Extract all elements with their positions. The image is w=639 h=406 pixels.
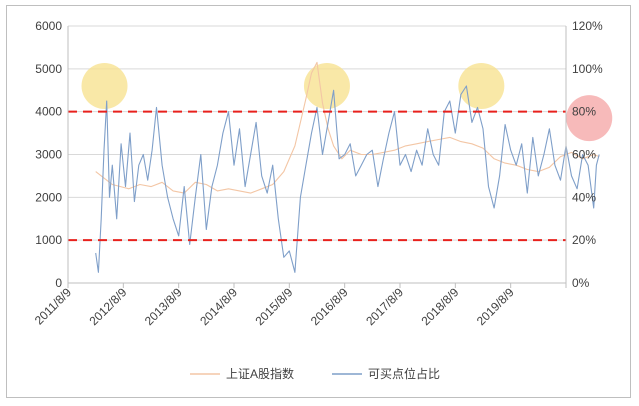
legend-label-index: 上证A股指数 xyxy=(226,366,294,381)
x-tick-label: 2016/8/9 xyxy=(308,285,351,328)
x-tick-label: 2012/8/9 xyxy=(87,285,130,328)
chart-frame: 0 1000 2000 3000 4000 5000 6000 0% 20% 40% 60% 80% 1… xyxy=(6,5,631,398)
x-tick-label: 2014/8/9 xyxy=(197,285,240,328)
legend: 上证A股指数 可买点位占比 xyxy=(190,366,440,381)
highlight-circle xyxy=(303,62,350,109)
y-right-tick-label: 20% xyxy=(572,233,596,247)
series-line-index xyxy=(95,61,600,194)
highlight-circle xyxy=(458,62,505,109)
highlight-circle xyxy=(81,62,128,109)
x-tick-label: 2011/8/9 xyxy=(32,285,75,328)
reference-lines xyxy=(68,110,566,242)
y-right-tick-label: 40% xyxy=(572,190,596,204)
y-right-tick-label: 120% xyxy=(572,19,603,33)
series-line-ratio xyxy=(95,85,600,273)
y-left-tick-label: 5000 xyxy=(35,62,62,76)
x-tick-label: 2013/8/9 xyxy=(142,285,185,328)
highlight-circle xyxy=(566,95,613,142)
x-tick-label: 2019/8/9 xyxy=(474,285,517,328)
y-left-tick-label: 4000 xyxy=(35,105,62,119)
y-left-tick-label: 2000 xyxy=(35,190,62,204)
y-right-tick-label: 0% xyxy=(572,276,590,290)
chart: 0 1000 2000 3000 4000 5000 6000 0% 20% 40% 60% 80% 1… xyxy=(32,19,613,381)
y-left-tick-label: 1000 xyxy=(35,233,62,247)
series-lines xyxy=(95,61,600,273)
y-left-tick-label: 6000 xyxy=(35,19,62,33)
y-right-tick-label: 100% xyxy=(572,62,603,76)
x-tick-label: 2018/8/9 xyxy=(419,285,462,328)
x-tick-label: 2017/8/9 xyxy=(363,285,406,328)
y-right-tick-label: 60% xyxy=(572,148,596,162)
legend-label-ratio: 可买点位占比 xyxy=(368,366,440,381)
y-left-tick-label: 3000 xyxy=(35,148,62,162)
x-tick-label: 2015/8/9 xyxy=(253,285,296,328)
y-right-tick-label: 80% xyxy=(572,105,596,119)
highlight-circles xyxy=(81,62,613,142)
y-left-tick-label: 0 xyxy=(55,276,62,290)
